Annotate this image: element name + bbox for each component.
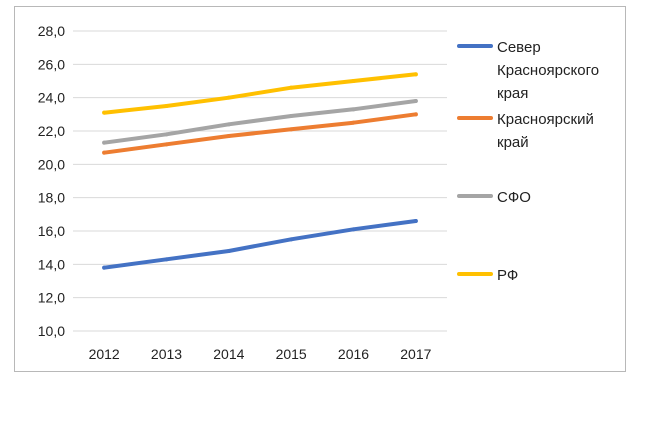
y-tick-label: 22,0 <box>38 123 65 139</box>
legend-label: СФО <box>497 189 531 206</box>
data-point <box>351 120 356 125</box>
data-point <box>164 142 169 147</box>
data-point <box>289 237 294 242</box>
data-point <box>413 219 418 223</box>
legend-label: края <box>497 85 528 102</box>
data-point <box>351 227 356 232</box>
data-point <box>413 99 418 103</box>
y-tick-label: 10,0 <box>38 323 65 339</box>
data-point <box>226 249 231 253</box>
x-tick-label: 2014 <box>213 346 244 362</box>
y-tick-label: 16,0 <box>38 223 65 239</box>
x-tick-label: 2016 <box>338 346 369 362</box>
data-point <box>164 257 169 262</box>
series-line-3 <box>102 72 418 115</box>
series-lines <box>102 72 418 270</box>
data-point <box>351 79 356 83</box>
y-tick-label: 24,0 <box>38 90 65 106</box>
data-point <box>289 85 294 90</box>
data-point <box>413 112 418 117</box>
y-tick-label: 28,0 <box>38 23 65 39</box>
y-tick-label: 18,0 <box>38 190 65 206</box>
legend-label: Красноярского <box>497 62 599 79</box>
data-point <box>164 104 169 108</box>
data-point <box>226 134 231 138</box>
data-point <box>289 114 294 118</box>
y-tick-label: 12,0 <box>38 290 65 306</box>
x-tick-label: 2012 <box>89 346 120 362</box>
series-line-2 <box>102 99 418 145</box>
x-tick-label: 2013 <box>151 346 182 362</box>
legend: Север Красноярского края Красноярский край СФ… <box>457 39 599 284</box>
series-line-0 <box>102 219 418 270</box>
y-tick-label: 26,0 <box>38 56 65 72</box>
line-chart: 10,0 12,0 14,0 16,0 18,0 20,0 22,0 24,0 26,0 28,0… <box>38 23 599 362</box>
data-point <box>102 140 107 145</box>
y-tick-label: 14,0 <box>38 256 65 272</box>
chart-frame: 10,0 12,0 14,0 16,0 18,0 20,0 22,0 24,0 26,0 28,0… <box>14 6 626 372</box>
legend-label: Север <box>497 39 541 56</box>
data-point <box>226 95 231 100</box>
legend-label: РФ <box>497 267 518 284</box>
data-point <box>351 107 356 112</box>
x-tick-label: 2017 <box>400 346 431 362</box>
data-point <box>164 132 169 137</box>
data-point <box>102 110 107 115</box>
x-tick-label: 2015 <box>276 346 307 362</box>
legend-label: Красноярский <box>497 111 594 128</box>
series-line-1 <box>102 112 418 155</box>
legend-label: край <box>497 134 529 151</box>
data-point <box>413 72 418 77</box>
data-point <box>226 122 231 127</box>
data-point <box>289 127 294 132</box>
data-point <box>102 150 107 155</box>
axes: 10,0 12,0 14,0 16,0 18,0 20,0 22,0 24,0 26,0 28,0… <box>38 23 432 362</box>
y-tick-label: 20,0 <box>38 156 65 172</box>
data-point <box>102 265 107 270</box>
